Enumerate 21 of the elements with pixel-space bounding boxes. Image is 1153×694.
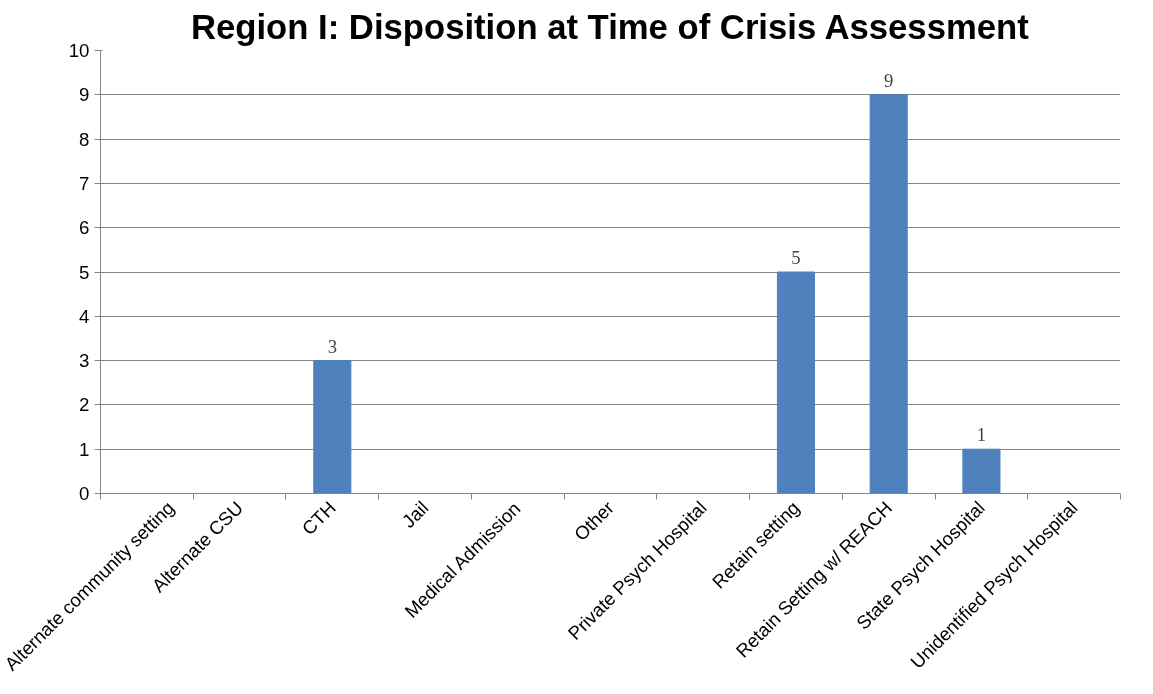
data-label: 9 [884,69,894,91]
y-tick-label: 10 [68,40,90,61]
y-tick-label: 0 [79,483,90,504]
y-tick-label: 3 [79,350,90,372]
y-tick-label: 9 [79,84,90,106]
bar [776,271,815,494]
data-label: 1 [976,424,987,446]
y-tick-label: 5 [79,261,90,283]
chart-title: Region I: Disposition at Time of Crisis Assessment [191,7,1030,46]
y-tick-label: 2 [79,394,90,416]
bar [313,360,352,494]
y-tick-label: 8 [79,128,90,150]
bar [962,448,1001,494]
data-label: 3 [327,335,337,357]
bar [869,94,908,494]
y-tick-label: 7 [79,172,90,194]
y-tick-label: 1 [79,438,90,460]
y-tick-label: 4 [79,305,90,327]
data-label: 5 [791,247,801,268]
y-tick-label: 6 [79,217,90,239]
x-tick-label: Jail [397,497,433,532]
